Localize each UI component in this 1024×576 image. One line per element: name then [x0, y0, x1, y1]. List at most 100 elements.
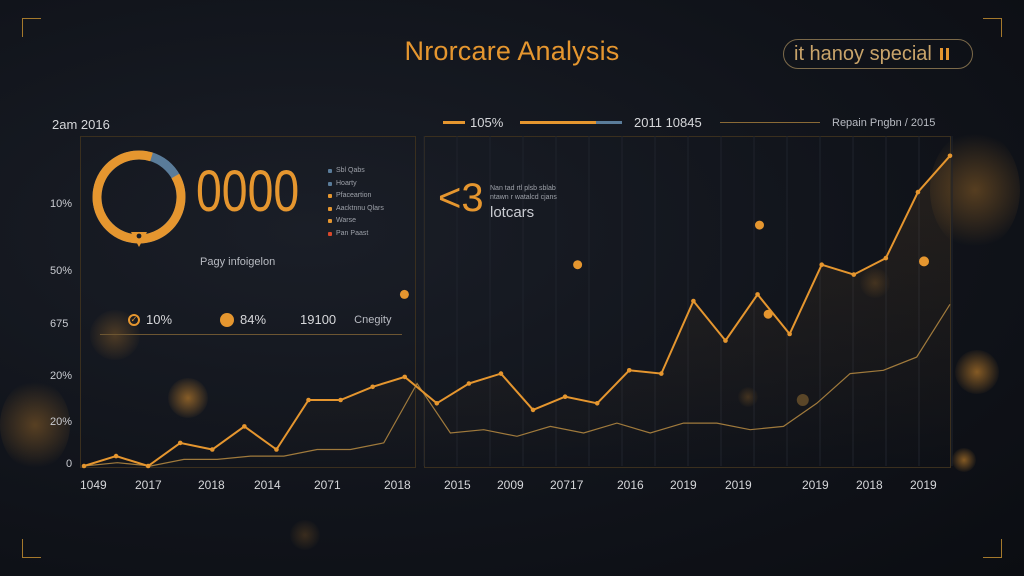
stat-value: 10%: [146, 312, 173, 327]
y-tick-label: 20%: [50, 416, 73, 428]
y-tick-label: 50%: [50, 265, 73, 277]
x-tick-label: 2019: [725, 478, 752, 492]
x-tick-label: 1049: [80, 478, 107, 492]
frame-corner-bottom-left: [22, 539, 41, 558]
data-point: [466, 381, 472, 386]
legend-swatch: [328, 206, 332, 211]
legend-swatch: [328, 181, 332, 186]
donut-chart: [92, 150, 186, 247]
data-point: [787, 331, 792, 337]
k-small-line: ntawn r watalcd cjans: [490, 194, 557, 201]
data-point: [434, 401, 440, 406]
line-series-main-points: [81, 153, 953, 469]
donut-panel: [80, 136, 416, 468]
stat-value: 84%: [240, 312, 267, 327]
x-tick-label: 2071: [314, 478, 341, 492]
data-point: [209, 447, 215, 452]
stat-item: 19100 Cnegity: [300, 312, 391, 327]
special-toggle-button[interactable]: it hanoy special: [783, 39, 973, 69]
bokeh-light: [290, 520, 320, 550]
y-tick-label: 675: [50, 318, 69, 330]
scatter-point: [919, 256, 930, 267]
special-label: it hanoy special: [794, 42, 932, 65]
legend-label: Pan Paast: [336, 229, 369, 237]
frame-corner-top-right: [983, 18, 1002, 37]
legend-swatch: [328, 194, 332, 199]
check-icon: ✓: [128, 313, 140, 326]
data-point: [819, 262, 825, 268]
data-point: [626, 368, 632, 373]
legend-item: Pfaceartion: [328, 190, 384, 203]
k-small-line: Nan tad rtl plsb sblab: [490, 185, 556, 192]
legend-label: Hoarty: [336, 179, 357, 187]
big-number: 0000: [196, 159, 300, 224]
data-point: [723, 338, 728, 343]
data-point: [498, 371, 504, 376]
data-point: [145, 463, 151, 469]
x-tick-label: 20717: [550, 478, 584, 492]
y-tick-label: 20%: [50, 370, 73, 382]
x-tick-label: 2018: [384, 478, 411, 492]
bokeh-light: [0, 380, 70, 470]
data-point: [755, 292, 760, 297]
legend-item: Pan Paast: [328, 228, 384, 241]
area-fill-main: [84, 155, 950, 467]
bokeh-light: [168, 378, 208, 418]
legend-item: Hoarty: [328, 178, 384, 191]
segment-bar-blue: [596, 121, 622, 124]
x-tick-label: 2018: [856, 478, 883, 492]
frame-corner-bottom-right: [983, 539, 1002, 558]
stat-category: Cnegity: [354, 313, 392, 326]
donut-legend: Sbl Qabs Hoarty Pfaceartion Aacktnnu Qla…: [328, 165, 384, 240]
x-tick-label: 2016: [617, 478, 644, 492]
data-point: [177, 440, 183, 446]
x-tick-label: 2009: [497, 478, 524, 492]
data-point: [306, 397, 311, 403]
donut-pin-icon: [131, 232, 147, 247]
legend-label: Warse: [336, 217, 356, 224]
stat-item: ✓ 10%: [128, 312, 172, 327]
legend-item: Warse: [328, 215, 384, 228]
segment-left-value: 105%: [470, 115, 504, 130]
scatter-points: [399, 220, 930, 406]
data-point: [113, 453, 119, 459]
donut-pin-hole: [136, 233, 142, 239]
data-point: [915, 189, 921, 195]
pause-icon: [939, 48, 949, 60]
legend-label: Sbl Qabs: [336, 167, 365, 174]
x-tick-label: 2015: [444, 478, 471, 492]
segment-bar-orange: [520, 121, 596, 124]
legend-label: Aacktnnu Qlars: [336, 204, 384, 212]
data-point: [594, 401, 600, 406]
stat-divider: [100, 334, 402, 335]
y-tick-label: 10%: [50, 198, 73, 210]
x-tick-label: 2014: [254, 478, 281, 492]
data-point: [242, 424, 247, 429]
page-title: Nrorcare Analysis: [404, 36, 620, 66]
scatter-point: [796, 394, 809, 406]
data-point: [370, 384, 375, 390]
data-point: [81, 463, 87, 469]
donut-caption: Pagy infoigelon: [200, 256, 276, 268]
scatter-point: [754, 220, 764, 230]
data-point: [883, 255, 889, 261]
legend-swatch: [328, 169, 332, 174]
k-subtitle: lotcars: [490, 204, 535, 221]
data-point: [851, 272, 857, 277]
x-tick-label: 2017: [135, 478, 162, 492]
data-point: [691, 298, 696, 304]
x-tick-label: 2019: [670, 478, 697, 492]
data-point: [659, 371, 664, 376]
bokeh-light: [952, 448, 976, 472]
year-tag: 2am 2016: [52, 117, 110, 132]
x-tick-label: 2019: [910, 478, 937, 492]
scatter-point: [763, 309, 773, 319]
y-tick-label: 0: [66, 458, 73, 470]
bokeh-light: [955, 350, 999, 394]
segment-bar-short: [443, 121, 465, 124]
data-point: [562, 394, 568, 400]
legend-item: Sbl Qabs: [328, 165, 384, 178]
scatter-point: [399, 289, 409, 299]
stat-item: 84%: [220, 312, 266, 327]
